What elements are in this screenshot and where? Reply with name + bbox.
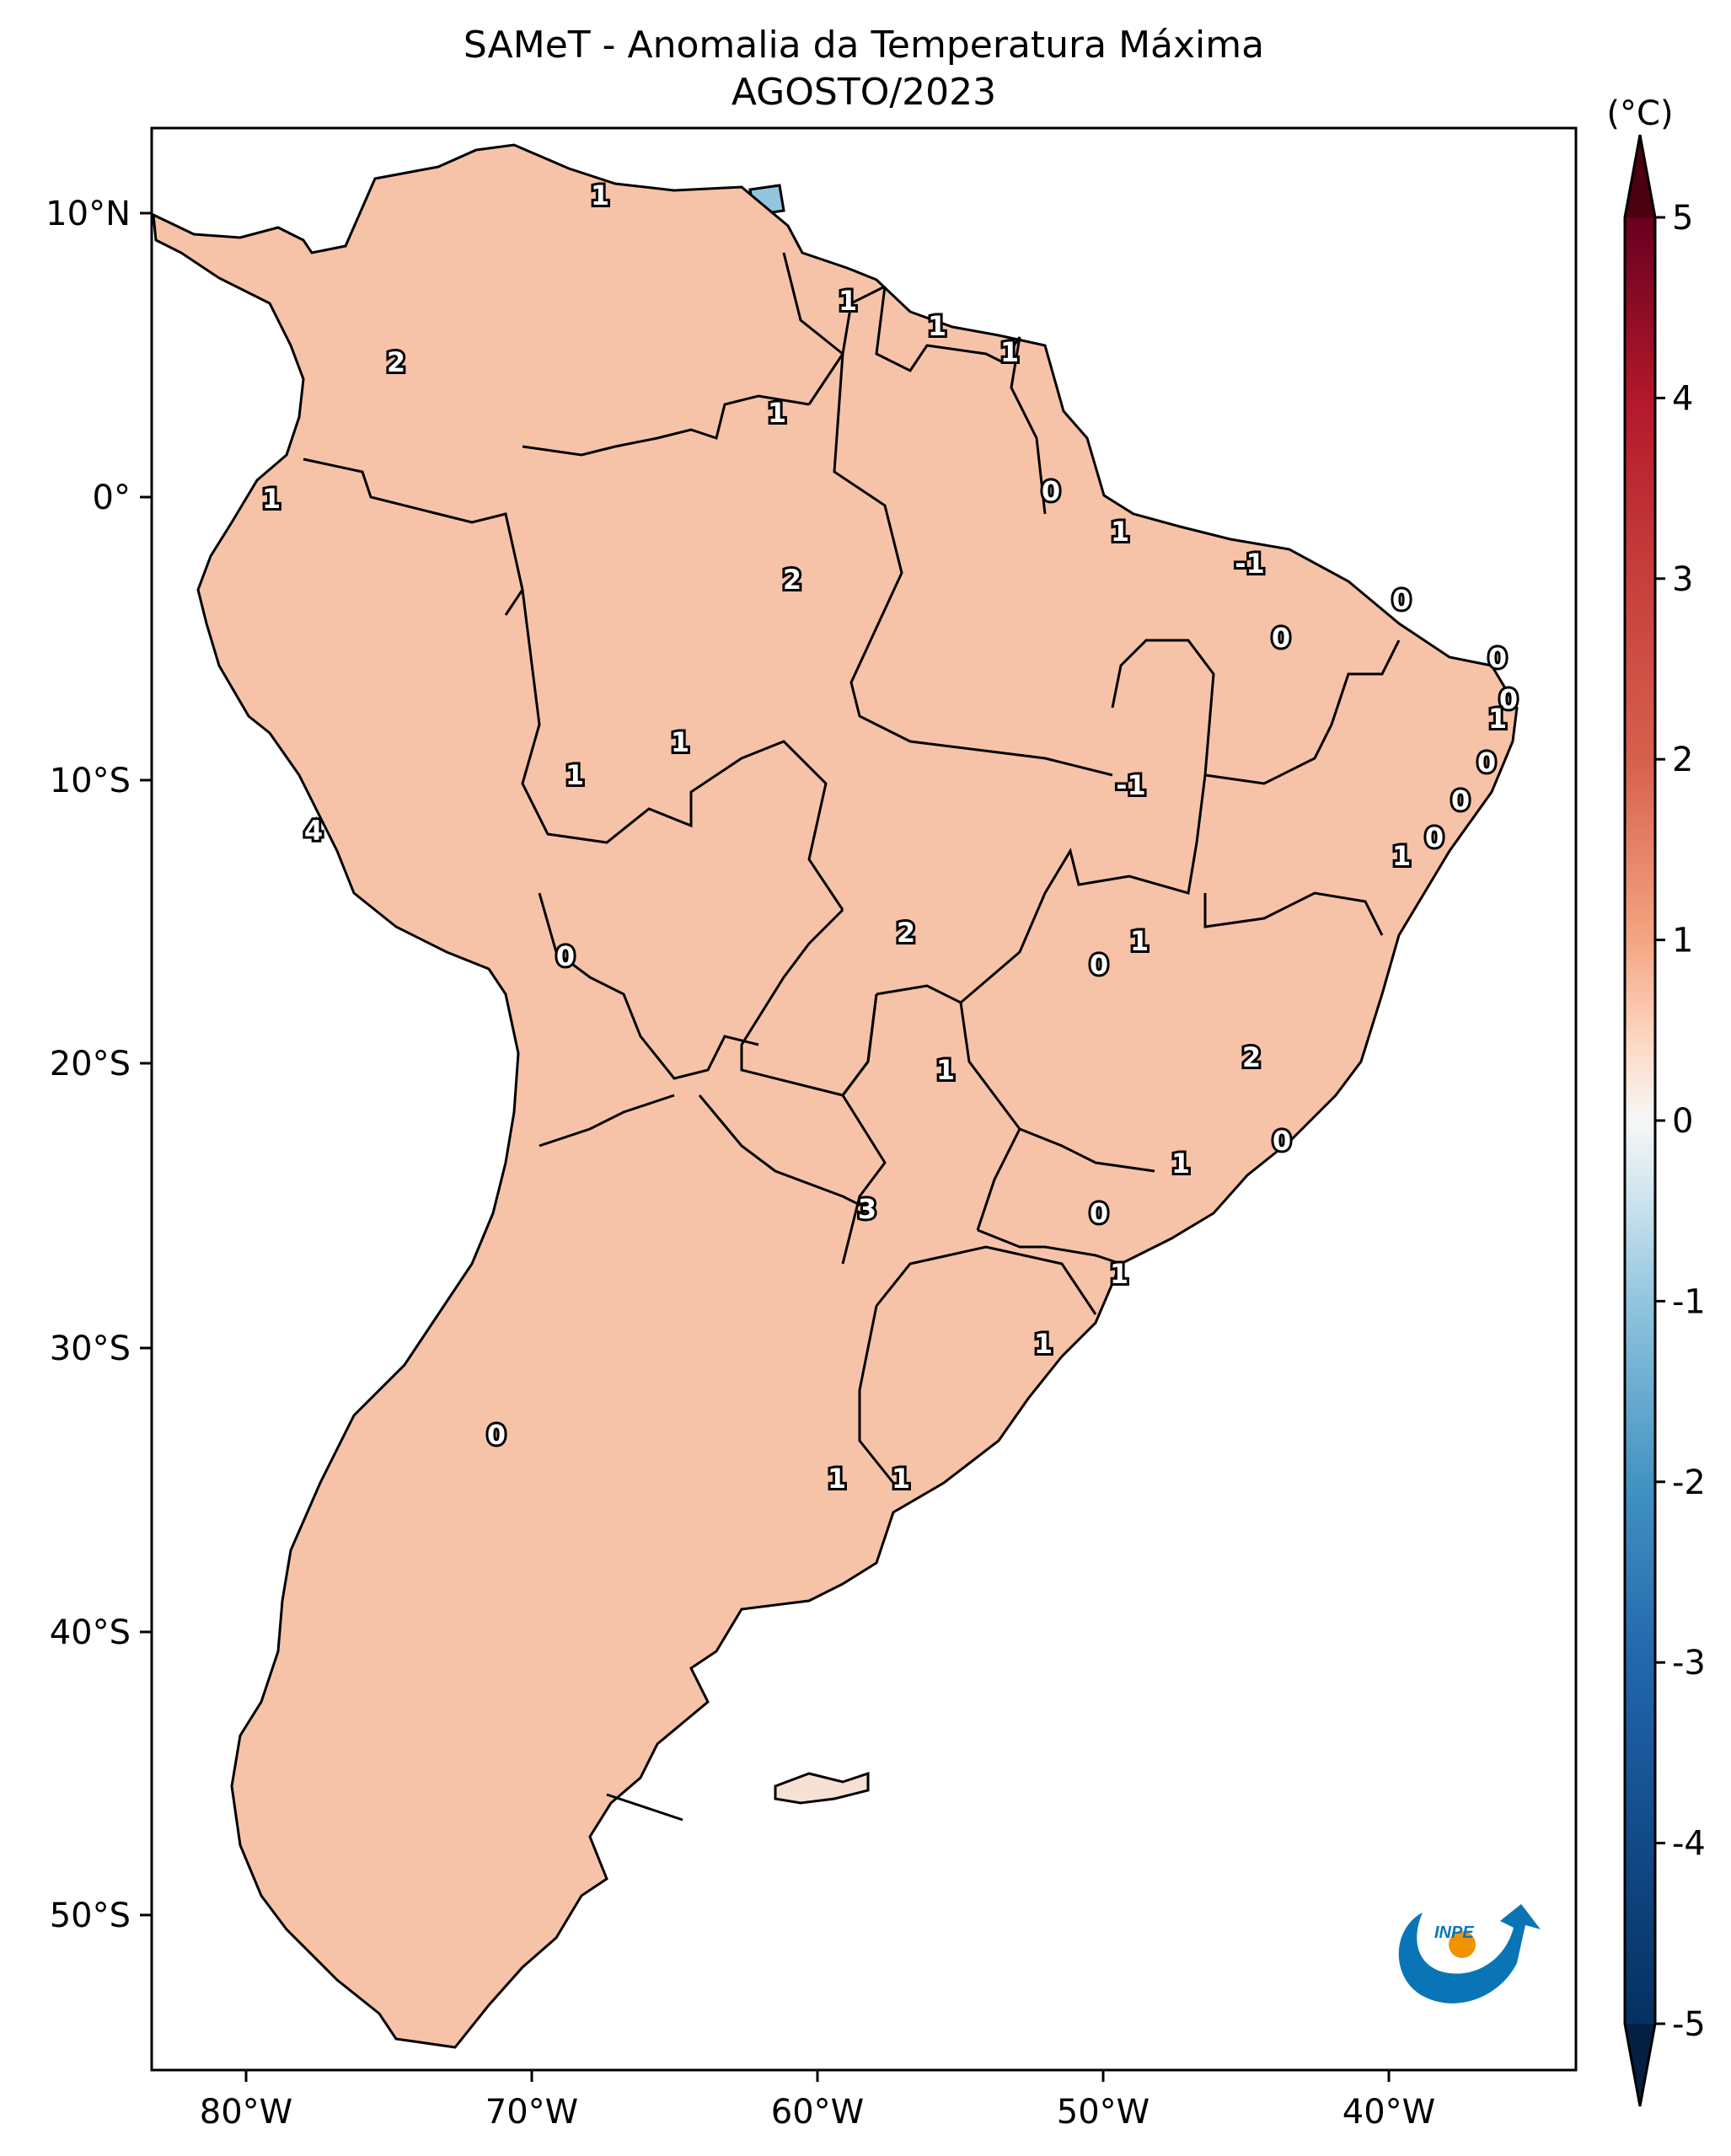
contour-label: 1 bbox=[565, 759, 584, 791]
contour-label: 0 bbox=[1090, 1197, 1108, 1229]
x-tick-label: 40°W bbox=[1342, 2093, 1435, 2132]
contour-label: 0 bbox=[1273, 1125, 1291, 1157]
contour-label: 1 bbox=[671, 726, 689, 758]
contour-label: 2 bbox=[783, 564, 801, 596]
axis-ticks bbox=[140, 211, 1391, 2082]
colorbar-tick-label: -1 bbox=[1672, 1282, 1706, 1321]
contour-label: 1 bbox=[1111, 516, 1129, 548]
y-tick-label: 30°S bbox=[50, 1329, 131, 1368]
contour-label: 4 bbox=[304, 815, 323, 847]
contour-label: 0 bbox=[1451, 784, 1470, 816]
y-tick-label: 50°S bbox=[50, 1897, 131, 1935]
y-tick-label: 40°S bbox=[50, 1613, 131, 1652]
contour-label: 1 bbox=[1488, 703, 1507, 735]
contour-label: 0 bbox=[1477, 746, 1496, 778]
x-tick-label: 60°W bbox=[771, 2093, 864, 2132]
country-borders bbox=[152, 143, 1519, 2049]
colorbar-tick-label: 3 bbox=[1672, 560, 1693, 599]
contour-label: 2 bbox=[897, 917, 915, 949]
colorbar-tick-label: 2 bbox=[1672, 741, 1693, 779]
x-tick-labels: 80°W 70°W 60°W 50°W 40°W bbox=[200, 2093, 1435, 2132]
colorbar-tick-label: 4 bbox=[1672, 379, 1693, 418]
contour-label: 2 bbox=[1242, 1041, 1261, 1073]
y-tick-labels: 10°N 0° 10°S 20°S 30°S 40°S 50°S bbox=[46, 195, 131, 1935]
y-tick-label: 10°N bbox=[46, 195, 131, 233]
colorbar-tick-label: -3 bbox=[1672, 1644, 1706, 1683]
contour-label: 1 bbox=[839, 285, 857, 317]
contour-label: 2 bbox=[387, 346, 405, 378]
contour-label: 0 bbox=[1425, 821, 1444, 853]
colorbar-tick-label: 5 bbox=[1672, 199, 1693, 238]
contour-label: 1 bbox=[1130, 925, 1149, 957]
colorbar-tick-label: -4 bbox=[1672, 1825, 1706, 1864]
contour-label: -1 bbox=[1235, 548, 1265, 580]
map-title: SAMeT - Anomalia da Temperatura Máxima bbox=[463, 24, 1265, 67]
contour-label: 0 bbox=[1090, 949, 1108, 981]
map-subtitle: AGOSTO/2023 bbox=[731, 71, 997, 114]
contour-label: 1 bbox=[1034, 1328, 1053, 1360]
contour-label: 0 bbox=[1488, 642, 1507, 674]
y-tick-label: 0° bbox=[93, 479, 131, 517]
contour-label: 1 bbox=[768, 397, 786, 429]
colorbar-tick-label: -2 bbox=[1672, 1463, 1706, 1502]
colorbar-tick-label: 0 bbox=[1672, 1102, 1693, 1141]
contour-label: 3 bbox=[858, 1193, 876, 1225]
contour-label: 1 bbox=[1171, 1148, 1190, 1180]
contour-label: 0 bbox=[487, 1419, 506, 1451]
inpe-logo: INPE bbox=[1398, 1904, 1541, 2004]
contour-label: -1 bbox=[1116, 769, 1146, 801]
contour-label: 1 bbox=[1000, 336, 1019, 368]
y-tick-label: 10°S bbox=[50, 762, 131, 800]
colorbar: 5 4 3 2 1 0 -1 -2 -3 -4 -5 bbox=[1623, 134, 1706, 2107]
x-tick-label: 50°W bbox=[1057, 2093, 1150, 2132]
colorbar-unit: (°C) bbox=[1606, 94, 1673, 133]
contour-label: 0 bbox=[1042, 475, 1060, 507]
x-tick-label: 70°W bbox=[485, 2093, 578, 2132]
contour-label: 1 bbox=[828, 1463, 846, 1495]
colorbar-tick-label: -5 bbox=[1672, 2005, 1706, 2044]
contour-label: 0 bbox=[1392, 584, 1411, 616]
y-tick-label: 20°S bbox=[50, 1045, 131, 1083]
contour-label: 1 bbox=[928, 310, 946, 342]
contour-label: 1 bbox=[591, 179, 609, 211]
contour-label: 1 bbox=[1110, 1258, 1128, 1290]
contour-label: 0 bbox=[556, 940, 575, 972]
contour-label: 0 bbox=[1499, 683, 1518, 715]
logo-text: INPE bbox=[1434, 1923, 1474, 1942]
contour-label: 1 bbox=[1392, 840, 1411, 872]
contour-label: 1 bbox=[262, 483, 281, 515]
x-tick-label: 80°W bbox=[200, 2093, 292, 2132]
colorbar-tick-label: 1 bbox=[1672, 922, 1693, 960]
contour-label: 0 bbox=[1272, 622, 1290, 654]
contour-label: 1 bbox=[936, 1054, 955, 1086]
contour-label: 1 bbox=[892, 1463, 910, 1495]
plot-frame bbox=[150, 126, 1578, 2072]
